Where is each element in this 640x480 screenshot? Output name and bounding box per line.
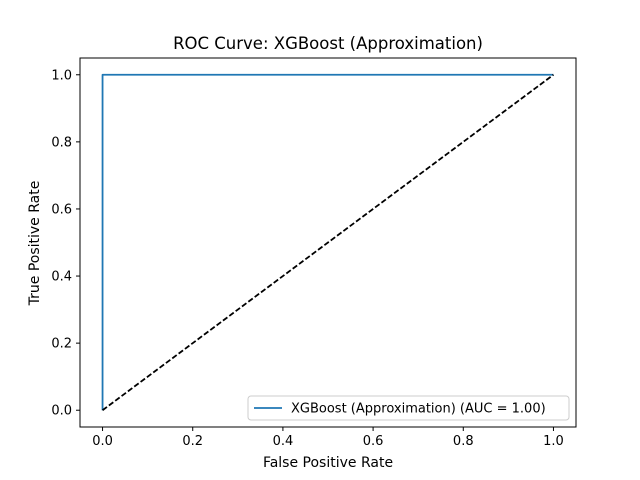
y-tick-label: 1.0 bbox=[51, 68, 72, 83]
x-tick-label: 0.2 bbox=[182, 434, 203, 449]
y-tick-label: 0.0 bbox=[51, 404, 72, 419]
x-tick-label: 0.8 bbox=[453, 434, 474, 449]
legend: XGBoost (Approximation) (AUC = 1.00) bbox=[247, 395, 570, 421]
y-tick-label: 0.6 bbox=[51, 202, 72, 217]
y-tick-label: 0.2 bbox=[51, 337, 72, 352]
y-axis-label: True Positive Rate bbox=[27, 181, 43, 307]
x-axis-label: False Positive Rate bbox=[263, 455, 393, 471]
x-tick-label: 0.0 bbox=[92, 434, 113, 449]
x-tick-label: 0.6 bbox=[363, 434, 384, 449]
x-tick-label: 0.4 bbox=[273, 434, 294, 449]
random-baseline-line-1 bbox=[102, 74, 554, 411]
chart-title: ROC Curve: XGBoost (Approximation) bbox=[173, 34, 483, 53]
legend-box bbox=[247, 395, 570, 421]
y-tick-label: 0.8 bbox=[51, 135, 72, 150]
axes-frame bbox=[79, 57, 577, 428]
plot-area: 0.0 0.2 0.4 0.6 0.8 1.0 0.0 0.2 0.4 0.6 0.8 1.0 bbox=[51, 57, 577, 449]
y-tick-label: 0.4 bbox=[51, 270, 72, 285]
legend-label: XGBoost (Approximation) (AUC = 1.00) bbox=[291, 402, 546, 417]
roc-curve-line-0 bbox=[101, 73, 554, 411]
x-tick-label: 1.0 bbox=[543, 434, 564, 449]
